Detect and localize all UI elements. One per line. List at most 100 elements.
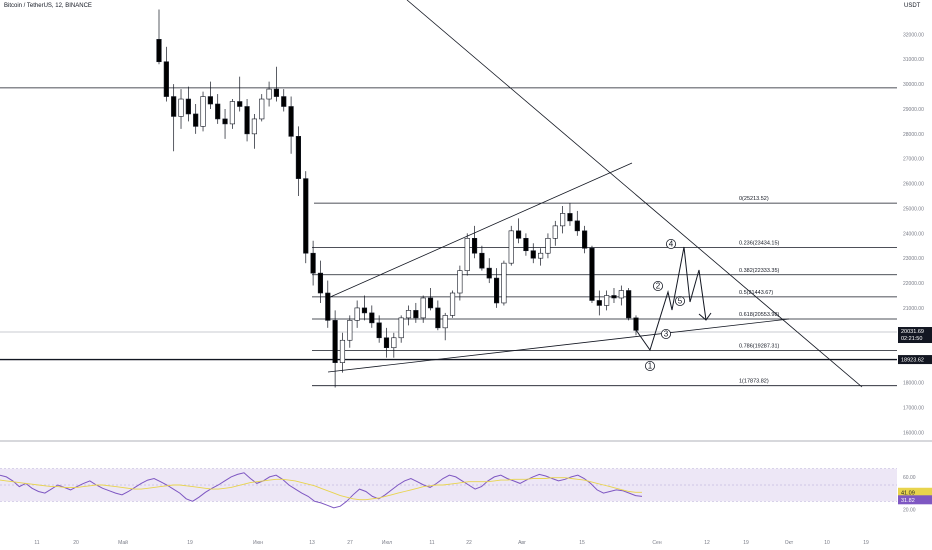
candle-bear <box>163 61 169 97</box>
price-tag-level <box>898 355 932 365</box>
wave-label: 1 <box>648 362 653 371</box>
candle-bear <box>574 220 580 232</box>
candle-bear <box>486 267 492 279</box>
fib-level-label: 0.618(20553.98) <box>739 312 780 318</box>
y-tick-label: 24000.00 <box>903 231 924 237</box>
rsi-tick-label: 60.00 <box>903 475 916 481</box>
candles <box>156 9 639 388</box>
trendlines[interactable] <box>327 0 863 388</box>
wave-arrowhead <box>698 312 712 321</box>
candle-bear <box>530 250 536 259</box>
candle-bull <box>354 307 360 321</box>
y-tick-label: 25000.00 <box>903 206 924 212</box>
candle-bear <box>471 237 478 254</box>
candle-bear <box>310 252 316 274</box>
candle-bull <box>229 101 235 125</box>
price-tag-level-value: 18923.62 <box>901 358 924 364</box>
y-tick-label: 27000.00 <box>903 157 924 163</box>
wave-marker-circle <box>661 328 672 339</box>
wave-marker-circle <box>645 360 656 371</box>
y-tick-label: 26000.00 <box>903 182 924 188</box>
wave-label: 2 <box>656 282 661 291</box>
rsi-line <box>0 472 643 509</box>
y-tick-label: 29000.00 <box>903 107 924 113</box>
wave-marker-circle <box>653 280 664 291</box>
wave-marker-circle <box>666 238 677 249</box>
y-tick-label: 32000.00 <box>903 32 924 38</box>
candle-bull <box>538 252 544 259</box>
candle-bull <box>405 310 412 319</box>
y-tick-label: 21000.00 <box>903 306 924 312</box>
candle-bear <box>317 272 324 294</box>
symbol-title[interactable]: Bitcoin / TetherUS, 12, BINANCE <box>4 3 92 9</box>
candle-bull <box>508 230 514 264</box>
candle-bear <box>215 103 221 120</box>
candle-bear <box>237 101 243 107</box>
candle-bear <box>193 113 199 127</box>
candle-bear <box>288 106 294 137</box>
candle-bear <box>383 337 390 349</box>
candle-bear <box>171 96 177 117</box>
candle-bear <box>361 307 368 314</box>
x-tick-label: 19 <box>863 540 869 546</box>
x-tick-label: Сен <box>652 540 661 546</box>
fib-retracement[interactable]: 0(25213.52) 0.236(23434.15) 0.382(22333.35… <box>312 196 897 387</box>
candle-bear <box>332 320 338 363</box>
candle-bear <box>295 136 302 179</box>
rsi-ma-line <box>0 477 642 501</box>
x-tick-label: 19 <box>187 540 193 546</box>
x-tick-label: 10 <box>824 540 830 546</box>
candle-bear <box>523 237 529 252</box>
price-tag-countdown: 02:21:50 <box>901 336 922 342</box>
y-tick-label: 18000.00 <box>903 381 924 387</box>
x-tick-label: Июл <box>382 540 392 546</box>
candle-bear <box>325 292 331 321</box>
rsi-band <box>0 468 897 502</box>
candle-bull <box>442 315 448 329</box>
candle-bear <box>493 277 500 304</box>
fib-level-label: 1(17873.82) <box>739 379 769 385</box>
x-tick-label: 11 <box>429 540 434 546</box>
rsi-tag-value: 41.09 <box>901 490 915 496</box>
candle-bear <box>207 96 213 105</box>
y-tick-label: 30000.00 <box>903 82 924 88</box>
rsi-tick-label: 20.00 <box>903 507 916 513</box>
horizontal-lines[interactable] <box>0 87 897 361</box>
price-tag-current-value: 20031.69 <box>901 329 924 335</box>
candle-bear <box>626 290 632 319</box>
x-tick-label: 13 <box>309 540 315 546</box>
candle-bear <box>222 118 228 125</box>
fib-level-label: 0(25213.52) <box>739 196 769 202</box>
wave-marker-circle <box>675 295 686 306</box>
y-tick-label: 17000.00 <box>903 405 924 411</box>
wave-label: 3 <box>664 330 669 339</box>
candle-bull <box>391 337 397 349</box>
elliott-wave-projection[interactable]: 1 2 3 4 5 <box>635 238 712 371</box>
fib-level-label: 0.5(21443.67) <box>739 290 773 296</box>
x-tick-label: 20 <box>73 540 79 546</box>
candle-bear <box>589 247 595 301</box>
y-tick-label: 28000.00 <box>903 132 924 138</box>
x-tick-label: 27 <box>347 540 353 546</box>
candle-bull <box>266 88 272 100</box>
x-tick-label: Июн <box>253 540 263 546</box>
candle-bull <box>501 262 507 304</box>
candle-bear <box>413 310 419 319</box>
candle-bear <box>427 297 434 309</box>
candle-bear <box>611 295 617 299</box>
x-tick-label: Авг <box>518 540 526 546</box>
candle-bull <box>449 292 456 316</box>
candle-bull <box>259 98 265 120</box>
candle-bull <box>464 237 470 271</box>
candle-bull <box>339 339 346 363</box>
candle-bear <box>479 252 485 269</box>
candle-bear <box>303 178 309 254</box>
channel-lower-line <box>327 318 790 373</box>
y-tick-label: 23000.00 <box>903 256 924 262</box>
x-tick-label: 12 <box>704 540 710 546</box>
wave-path <box>635 246 707 352</box>
wave-label: 5 <box>678 297 683 306</box>
y-tick-label: 16000.00 <box>903 430 924 436</box>
